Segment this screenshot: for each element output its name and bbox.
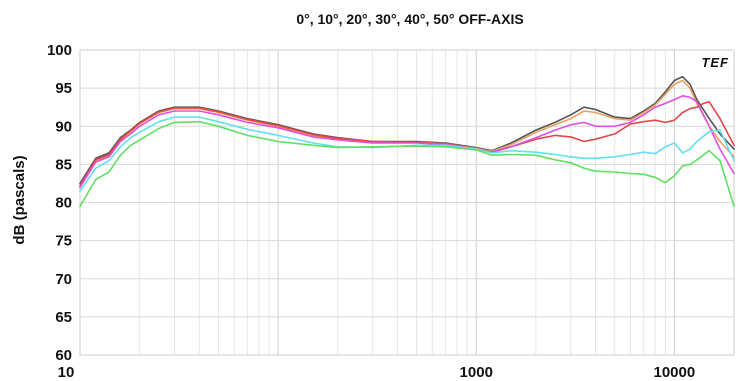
x-tick-label: 10 [58, 364, 75, 381]
y-tick-label: 70 [55, 271, 72, 288]
series-line-2 [79, 79, 735, 189]
tef-logo: TEF [701, 55, 729, 70]
x-tick-labels: 10 1000 10000 [58, 364, 696, 381]
y-tick-label: 90 [55, 118, 72, 135]
y-tick-labels: 100 95 90 85 80 75 70 65 60 [47, 42, 72, 364]
y-tick-label: 80 [55, 195, 72, 212]
plot-frame [79, 49, 735, 356]
series-line-1 [79, 75, 735, 185]
x-tick-label: 1000 [460, 364, 493, 381]
series-line-6 [79, 120, 735, 208]
y-tick-label: 95 [55, 80, 72, 97]
x-tick-label: 10000 [654, 364, 696, 381]
y-tick-label: 100 [47, 42, 72, 59]
y-tick-label: 85 [55, 156, 72, 173]
y-axis-label: dB (pascals) [11, 155, 28, 244]
y-tick-label: 75 [55, 233, 72, 250]
plot-grid [80, 49, 734, 356]
y-tick-label: 65 [55, 309, 72, 326]
series-group [79, 75, 735, 208]
y-tick-label: 60 [55, 347, 72, 364]
series-line-5 [79, 116, 735, 192]
chart-title: 0°, 10°, 20°, 30°, 40°, 50° OFF-AXIS [296, 11, 523, 27]
